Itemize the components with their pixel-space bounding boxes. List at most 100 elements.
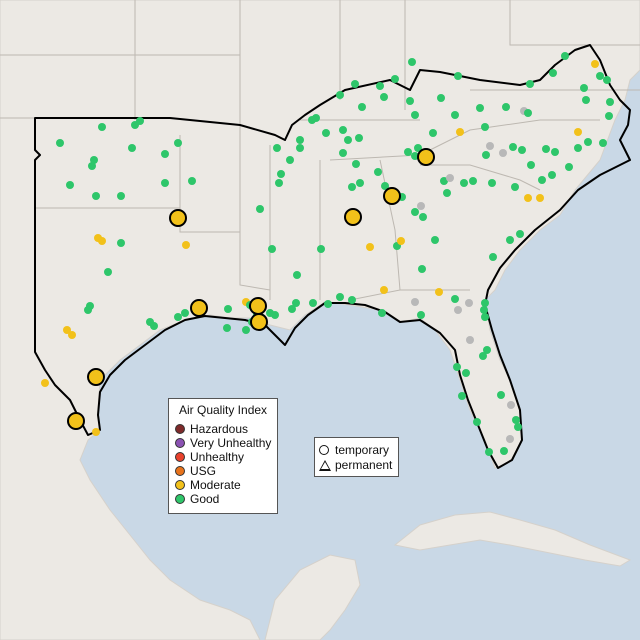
monitor-point[interactable] [181,309,189,317]
monitor-point[interactable] [453,363,461,371]
monitor-point[interactable] [440,177,448,185]
monitor-point[interactable] [437,94,445,102]
monitor-point[interactable] [599,139,607,147]
monitor-point[interactable] [406,97,414,105]
monitor-point[interactable] [561,52,569,60]
monitor-point[interactable] [224,305,232,313]
monitor-point[interactable] [524,109,532,117]
monitor-points[interactable] [41,52,614,456]
monitor-point[interactable] [366,243,374,251]
monitor-point[interactable] [482,151,490,159]
monitor-point[interactable] [465,299,473,307]
monitor-point[interactable] [336,91,344,99]
temporary-monitor-point[interactable] [169,209,187,227]
temporary-monitor-point[interactable] [67,412,85,430]
monitor-point[interactable] [352,160,360,168]
temporary-monitor-point[interactable] [344,208,362,226]
monitor-point[interactable] [293,271,301,279]
monitor-point[interactable] [117,239,125,247]
monitor-point[interactable] [256,205,264,213]
monitor-point[interactable] [68,331,76,339]
monitor-point[interactable] [480,306,488,314]
monitor-point[interactable] [356,179,364,187]
monitor-point[interactable] [417,311,425,319]
monitor-point[interactable] [489,253,497,261]
monitor-point[interactable] [161,150,169,158]
monitor-point[interactable] [512,416,520,424]
temporary-monitor-point[interactable] [87,368,105,386]
monitor-point[interactable] [481,313,489,321]
monitor-point[interactable] [511,183,519,191]
monitor-point[interactable] [41,379,49,387]
monitor-point[interactable] [518,146,526,154]
monitor-point[interactable] [411,152,419,160]
monitor-point[interactable] [136,117,144,125]
monitor-point[interactable] [292,299,300,307]
monitor-point[interactable] [391,75,399,83]
monitor-point[interactable] [188,177,196,185]
monitor-point[interactable] [466,336,474,344]
monitor-point[interactable] [286,156,294,164]
monitor-point[interactable] [488,179,496,187]
monitor-point[interactable] [380,93,388,101]
monitor-point[interactable] [161,179,169,187]
monitor-point[interactable] [419,213,427,221]
monitor-point[interactable] [411,298,419,306]
monitor-point[interactable] [128,144,136,152]
monitor-point[interactable] [397,237,405,245]
monitor-point[interactable] [296,144,304,152]
monitor-point[interactable] [242,326,250,334]
monitor-point[interactable] [418,265,426,273]
monitor-point[interactable] [358,103,366,111]
monitor-point[interactable] [98,123,106,131]
monitor-point[interactable] [429,129,437,137]
monitor-point[interactable] [150,322,158,330]
monitor-point[interactable] [542,145,550,153]
monitor-point[interactable] [296,136,304,144]
monitor-point[interactable] [481,299,489,307]
monitor-point[interactable] [174,313,182,321]
monitor-point[interactable] [339,149,347,157]
monitor-point[interactable] [574,144,582,152]
monitor-point[interactable] [507,401,515,409]
monitor-point[interactable] [549,69,557,77]
monitor-point[interactable] [460,179,468,187]
monitor-point[interactable] [582,96,590,104]
monitor-point[interactable] [565,163,573,171]
monitor-point[interactable] [268,245,276,253]
monitor-point[interactable] [63,326,71,334]
monitor-point[interactable] [355,134,363,142]
monitor-point[interactable] [374,168,382,176]
monitor-point[interactable] [458,392,466,400]
monitor-point[interactable] [497,391,505,399]
monitor-point[interactable] [98,237,106,245]
monitor-point[interactable] [527,161,535,169]
monitor-point[interactable] [88,162,96,170]
monitor-point[interactable] [381,182,389,190]
monitor-point[interactable] [339,126,347,134]
monitor-point[interactable] [431,236,439,244]
monitor-point[interactable] [408,58,416,66]
monitor-point[interactable] [84,306,92,314]
monitor-point[interactable] [376,82,384,90]
monitor-point[interactable] [324,300,332,308]
monitor-point[interactable] [275,179,283,187]
monitor-point[interactable] [500,447,508,455]
monitor-point[interactable] [404,148,412,156]
monitor-point[interactable] [336,293,344,301]
monitor-point[interactable] [446,174,454,182]
monitor-point[interactable] [411,111,419,119]
monitor-point[interactable] [538,176,546,184]
monitor-point[interactable] [584,138,592,146]
monitor-point[interactable] [92,192,100,200]
monitor-point[interactable] [273,144,281,152]
temporary-monitor-point[interactable] [383,187,401,205]
monitor-point[interactable] [454,306,462,314]
monitor-point[interactable] [411,208,419,216]
monitor-point[interactable] [117,192,125,200]
monitor-point[interactable] [317,245,325,253]
monitor-point[interactable] [603,76,611,84]
monitor-point[interactable] [56,139,64,147]
monitor-point[interactable] [271,311,279,319]
